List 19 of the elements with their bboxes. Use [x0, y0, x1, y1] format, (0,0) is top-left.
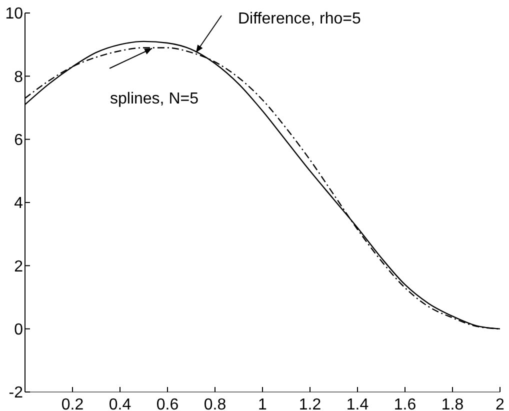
y-tick-label: 6	[14, 132, 24, 149]
annotation: Difference, rho=5	[238, 10, 361, 28]
annotation: splines, N=5	[110, 90, 199, 108]
x-tick-label: 2	[496, 396, 505, 411]
y-tick-label: 4	[14, 195, 24, 212]
x-tick-label: 1.6	[394, 396, 416, 411]
x-tick-label: 0.2	[61, 396, 84, 411]
y-tick-label: -2	[8, 384, 24, 402]
x-tick-label: 1.2	[298, 396, 322, 411]
y-tick-label: 10	[5, 6, 24, 23]
x-tick-label: 0.8	[204, 396, 226, 411]
x-tick-label: 0.4	[108, 396, 132, 411]
x-tick-label: 0.6	[156, 396, 179, 411]
x-tick-label: 1.8	[441, 396, 464, 411]
x-tick-label: 1	[258, 396, 268, 411]
y-tick-label: 2	[14, 258, 24, 276]
x-tick-label: 1.4	[346, 396, 369, 411]
y-tick-label: 0	[14, 321, 24, 338]
y-tick-label: 8	[14, 68, 24, 86]
